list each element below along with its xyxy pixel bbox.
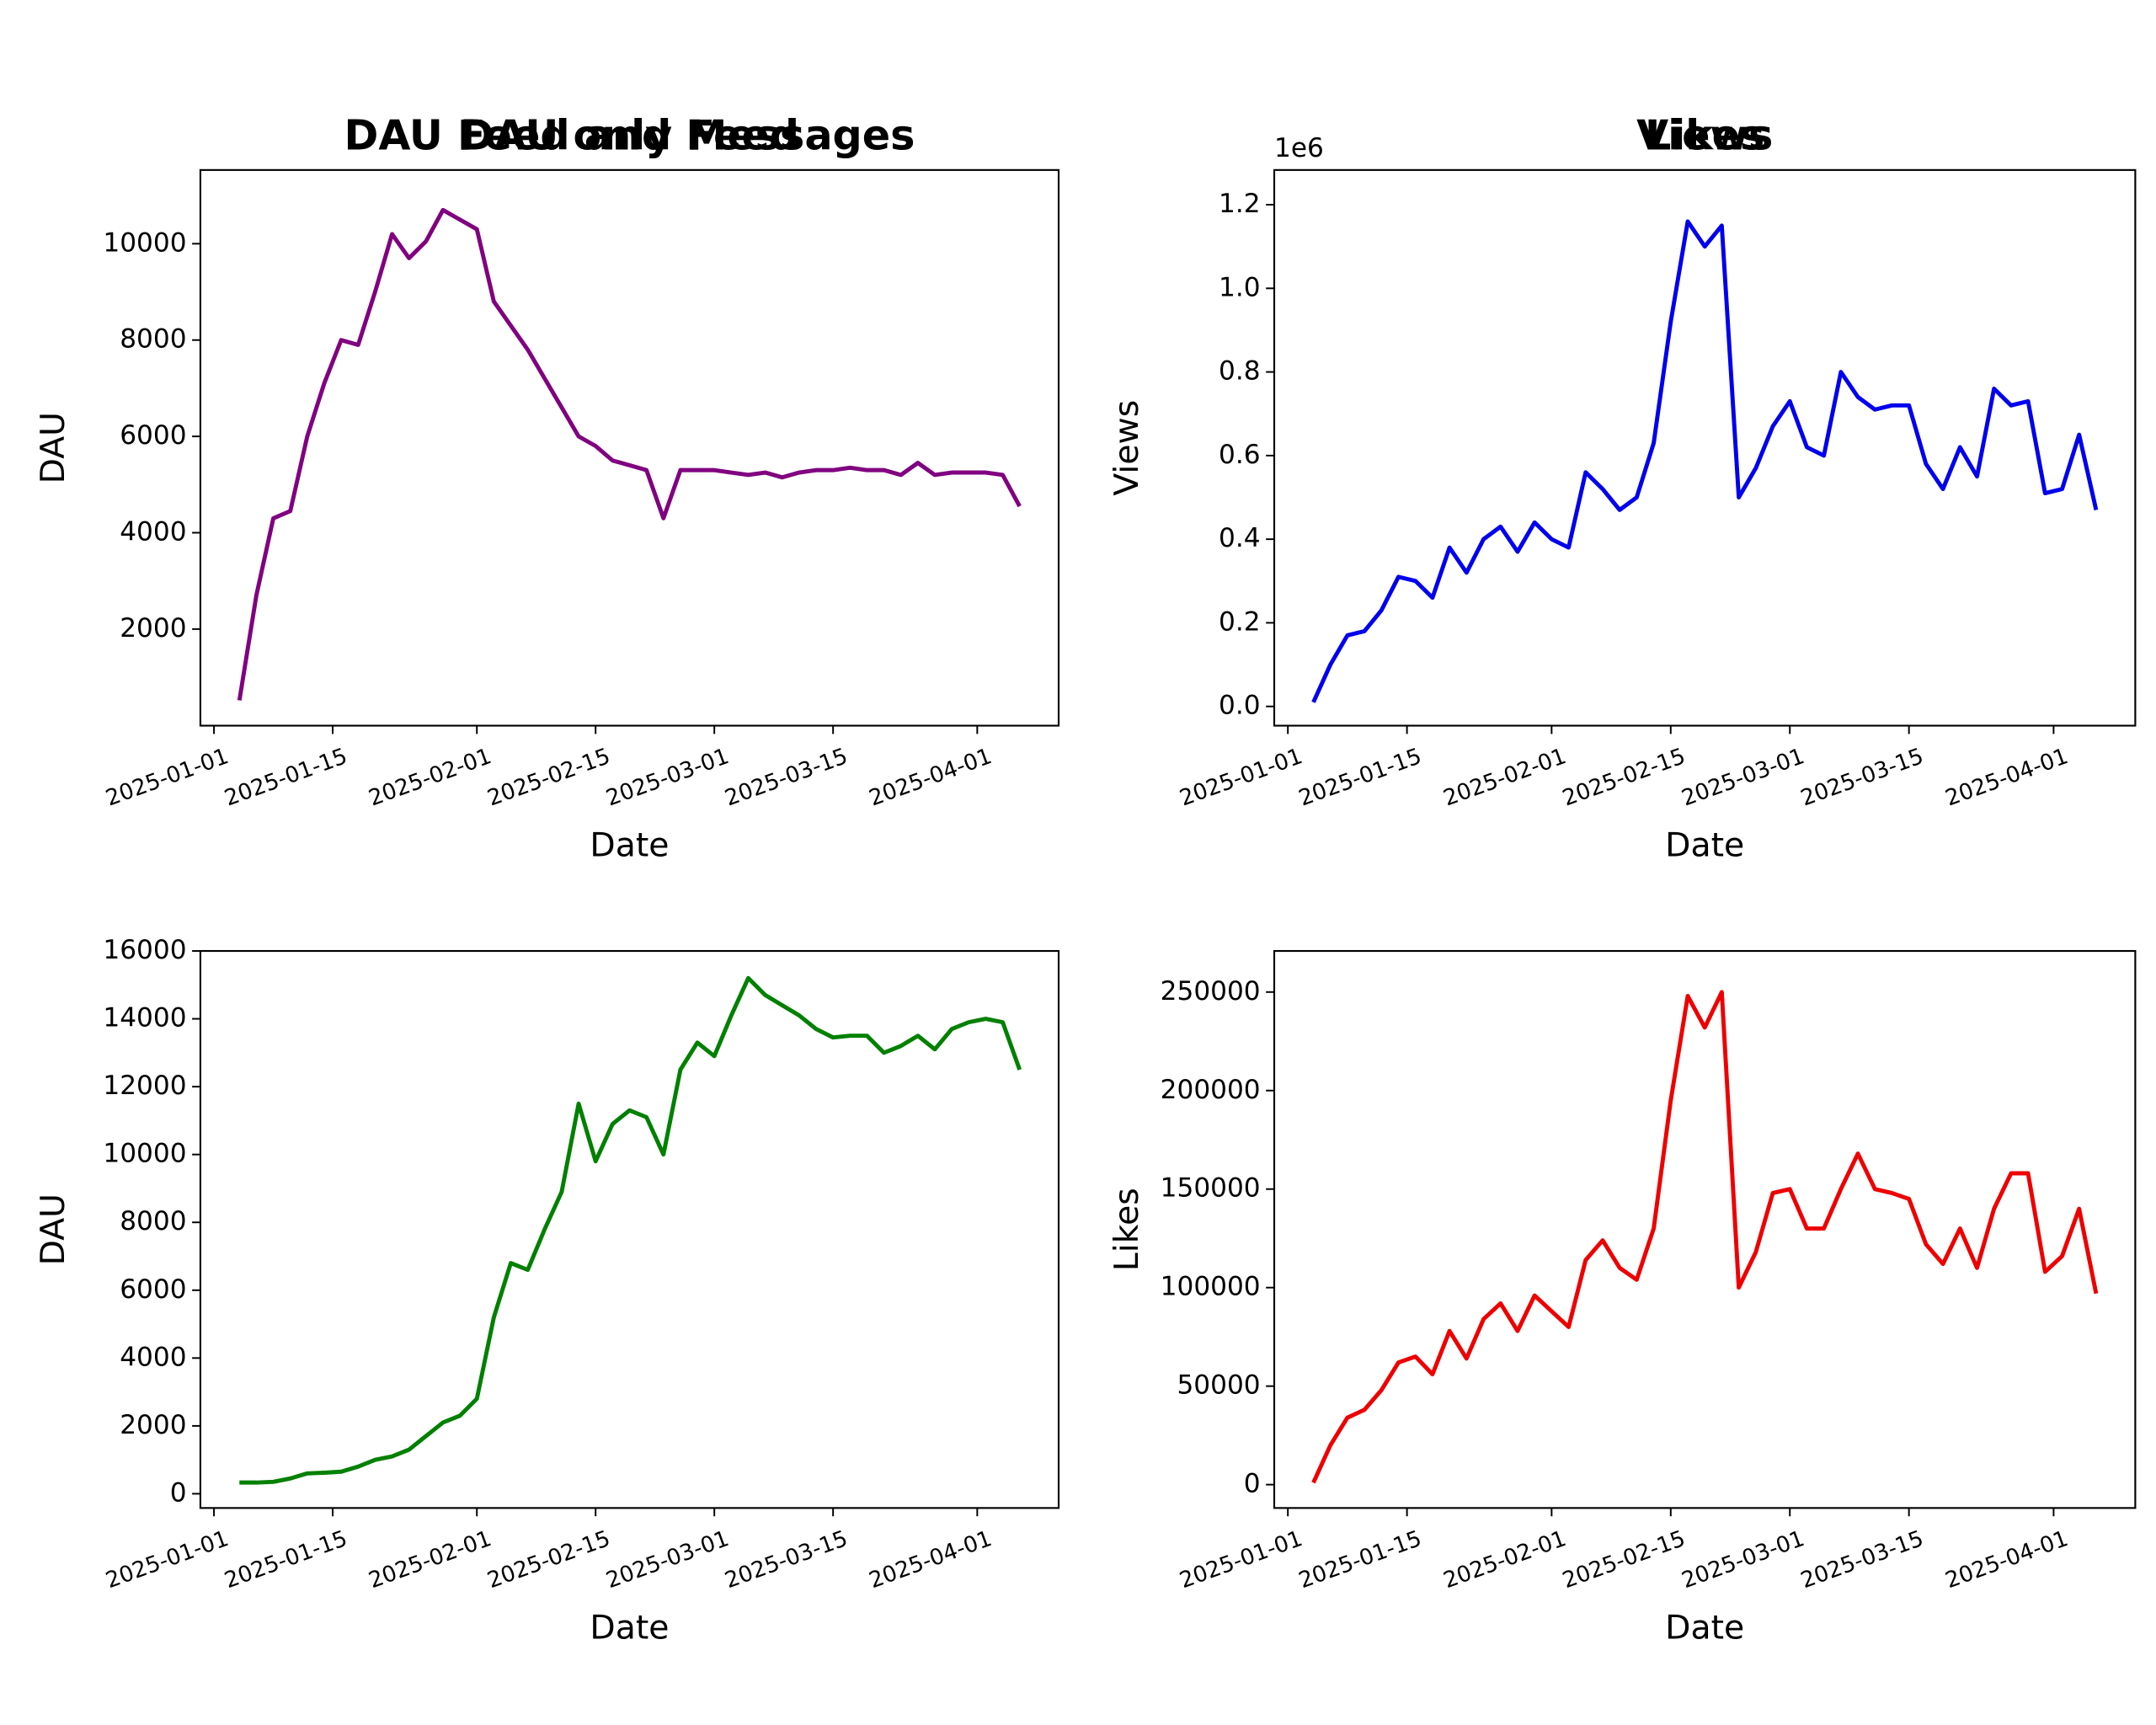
x-tick-label: 2025-03-15 <box>722 744 851 811</box>
data-line <box>1311 219 2099 703</box>
x-tick-label: 2025-02-01 <box>366 744 495 811</box>
y-tick-label: 14000 <box>103 1003 186 1033</box>
y-tick-label: 8000 <box>120 1206 186 1236</box>
y-tick-label: 2000 <box>120 1410 186 1440</box>
x-tick-label: 2025-01-01 <box>103 744 232 811</box>
axes-frame <box>199 949 1060 1509</box>
x-tick-label: 2025-03-15 <box>1797 744 1927 811</box>
offset-text: 1e6 <box>1274 133 1324 163</box>
chart-title: Views <box>1636 111 1773 160</box>
y-tick-label: 8000 <box>120 324 186 355</box>
axes-frame <box>1273 949 2137 1509</box>
x-axis-label: Date <box>1665 825 1744 864</box>
x-tick-label: 2025-01-01 <box>103 1526 232 1594</box>
x-tick-label: 2025-01-01 <box>1177 744 1306 811</box>
x-tick-label: 2025-01-15 <box>221 1526 351 1594</box>
chart-title: DAU Feed and Messages <box>344 111 915 160</box>
x-axis-label: Date <box>1665 1608 1744 1647</box>
x-tick-label: 2025-01-15 <box>1295 744 1425 811</box>
x-tick-label: 2025-02-15 <box>1560 1526 1689 1594</box>
data-line <box>1311 990 2099 1484</box>
x-tick-label: 2025-02-15 <box>484 744 614 811</box>
y-axis-label: Likes <box>1107 1188 1146 1271</box>
y-axis-label: Views <box>1107 400 1146 496</box>
chart-title: DAU only Feed <box>460 111 799 160</box>
x-tick-label: 2025-03-15 <box>722 1526 851 1594</box>
y-tick-label: 0.0 <box>1219 691 1261 721</box>
x-tick-label: 2025-01-01 <box>1177 1526 1306 1594</box>
data-line <box>239 975 1022 1485</box>
y-tick-label: 10000 <box>103 227 186 258</box>
x-tick-label: 2025-01-15 <box>1295 1526 1425 1594</box>
x-tick-label: 2025-03-01 <box>1678 744 1808 811</box>
y-tick-label: 200000 <box>1161 1075 1261 1105</box>
y-tick-label: 250000 <box>1161 976 1261 1007</box>
x-tick-label: 2025-03-01 <box>1678 1526 1808 1594</box>
data-line <box>237 207 1022 701</box>
y-tick-label: 0.4 <box>1219 523 1261 553</box>
x-axis-label: Date <box>590 1608 669 1647</box>
chart-title: Likes <box>1645 111 1764 160</box>
axes-frame <box>199 168 1060 727</box>
y-tick-label: 100000 <box>1161 1272 1261 1302</box>
y-tick-label: 4000 <box>120 1342 186 1372</box>
x-tick-label: 2025-04-01 <box>1942 744 2072 811</box>
x-tick-label: 2025-01-15 <box>221 744 351 811</box>
axes-frame <box>1273 168 2137 727</box>
x-tick-label: 2025-03-01 <box>603 1526 733 1594</box>
y-tick-label: 0.8 <box>1219 356 1261 387</box>
y-tick-label: 0 <box>170 1477 187 1508</box>
y-axis-label: DAU <box>34 1194 72 1265</box>
y-tick-label: 0 <box>1244 1469 1261 1499</box>
x-tick-label: 2025-04-01 <box>866 744 995 811</box>
x-tick-label: 2025-02-15 <box>484 1526 614 1594</box>
x-tick-label: 2025-03-01 <box>603 744 733 811</box>
x-axis-label: Date <box>590 825 669 864</box>
y-tick-label: 1.0 <box>1219 272 1261 302</box>
x-tick-label: 2025-04-01 <box>1942 1526 2072 1594</box>
y-tick-label: 0.6 <box>1219 440 1261 470</box>
x-tick-label: 2025-04-01 <box>866 1526 995 1594</box>
y-tick-label: 6000 <box>120 420 186 451</box>
y-axis-label: DAU <box>34 412 72 483</box>
y-tick-label: 16000 <box>103 935 186 965</box>
y-tick-label: 0.2 <box>1219 606 1261 637</box>
y-tick-label: 1.2 <box>1219 189 1261 219</box>
x-tick-label: 2025-02-01 <box>366 1526 495 1594</box>
y-tick-label: 4000 <box>120 516 186 547</box>
x-tick-label: 2025-02-01 <box>1440 744 1570 811</box>
y-tick-label: 12000 <box>103 1071 186 1101</box>
x-tick-label: 2025-02-15 <box>1560 744 1689 811</box>
x-tick-label: 2025-03-15 <box>1797 1526 1927 1594</box>
y-tick-label: 2000 <box>120 613 186 644</box>
x-tick-label: 2025-02-01 <box>1440 1526 1570 1594</box>
y-tick-label: 50000 <box>1177 1370 1260 1401</box>
y-tick-label: 10000 <box>103 1139 186 1169</box>
y-tick-label: 6000 <box>120 1274 186 1305</box>
y-tick-label: 150000 <box>1161 1173 1261 1204</box>
